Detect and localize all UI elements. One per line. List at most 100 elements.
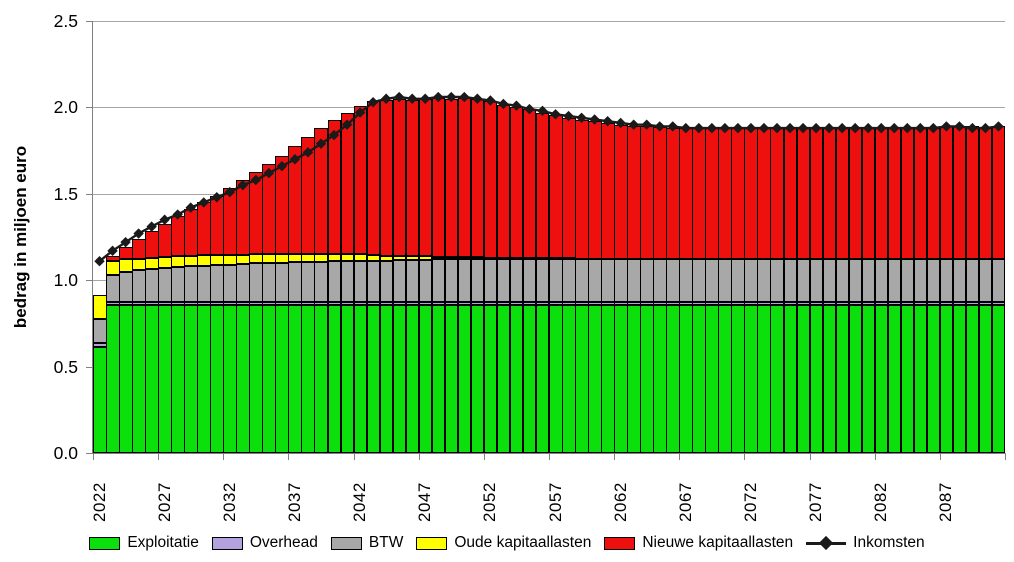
- bar-segment-overhead: [991, 301, 1006, 306]
- x-tick-mark: [679, 454, 681, 460]
- diamond-marker-icon: [706, 122, 718, 134]
- x-tick-mark: [288, 454, 290, 460]
- diamond-marker-icon: [941, 121, 952, 132]
- diamond-marker-icon: [980, 122, 991, 134]
- y-tick-mark: [86, 194, 93, 195]
- diamond-marker-icon: [146, 221, 157, 232]
- x-tick-label: 2022: [89, 482, 109, 522]
- x-tick-mark: [158, 454, 160, 460]
- x-tick-label: 2067: [675, 482, 695, 522]
- x-tick-mark: [93, 454, 94, 460]
- legend-item-btw: BTW: [330, 534, 404, 552]
- diamond-marker-icon: [615, 117, 626, 129]
- nieuwe-kapitaallasten-swatch-icon: [604, 536, 636, 550]
- diamond-marker-icon: [133, 228, 144, 239]
- diamond-marker-icon: [680, 122, 691, 134]
- x-tick-label: 2032: [219, 482, 239, 522]
- x-axis-line: [86, 453, 1006, 454]
- oude-kapitaallasten-swatch-icon: [416, 536, 448, 550]
- diamond-marker-icon: [537, 105, 548, 117]
- diamond-marker-icon: [693, 122, 705, 134]
- y-tick-label: 2.0: [53, 97, 78, 117]
- diamond-marker-icon: [654, 121, 665, 132]
- diamond-marker-icon: [198, 197, 209, 208]
- legend: Exploitatie Overhead BTW Oude kapitaalla…: [0, 534, 1014, 552]
- diamond-marker-icon: [823, 122, 835, 134]
- legend-label: Exploitatie: [127, 534, 199, 551]
- diamond-marker-icon: [993, 121, 1004, 132]
- bar-segment-exploitatie: [991, 305, 1006, 453]
- x-tick-label: 2027: [154, 482, 174, 522]
- diamond-marker-icon: [94, 255, 105, 267]
- legend-item-overhead: Overhead: [211, 534, 318, 552]
- x-tick-label: 2047: [415, 482, 435, 522]
- diamond-marker-icon: [889, 122, 900, 134]
- diamond-marker-icon: [915, 122, 926, 134]
- diamond-marker-icon: [836, 122, 848, 134]
- diamond-marker-icon: [719, 122, 731, 134]
- diamond-marker-icon: [589, 114, 600, 125]
- diamond-marker-icon: [120, 236, 131, 248]
- y-tick-label: 1.5: [53, 184, 78, 204]
- diamond-marker-icon: [420, 93, 431, 104]
- diamond-marker-icon: [758, 122, 770, 134]
- diamond-marker-icon: [433, 91, 444, 103]
- bar-segment-btw: [991, 259, 1006, 302]
- diamond-marker-icon: [446, 91, 457, 103]
- x-tick-mark: [418, 454, 420, 460]
- diamond-marker-icon: [159, 214, 170, 225]
- diamond-marker-icon: [771, 122, 783, 134]
- diamond-marker-icon: [628, 119, 639, 130]
- diamond-marker-icon: [302, 147, 314, 158]
- x-tick-mark: [549, 454, 550, 460]
- diamond-marker-icon: [472, 93, 483, 104]
- diamond-marker-icon: [185, 202, 196, 213]
- y-tick-label: 2.5: [53, 11, 78, 31]
- y-tick-mark: [86, 107, 93, 108]
- exploitatie-swatch-icon: [89, 536, 121, 550]
- diamond-marker-icon: [237, 179, 249, 191]
- legend-label: Oude kapitaallasten: [454, 534, 592, 551]
- y-axis-title: bedrag in miljoen euro: [11, 145, 30, 329]
- y-tick-mark: [86, 367, 93, 368]
- diamond-marker-icon: [954, 121, 965, 132]
- diamond-marker-icon: [797, 122, 809, 134]
- diamond-marker-icon: [863, 122, 874, 134]
- diamond-marker-icon: [393, 91, 405, 103]
- diamond-marker-icon: [902, 122, 913, 134]
- y-tick-mark: [86, 280, 93, 281]
- y-tick-label: 1.0: [53, 270, 78, 290]
- legend-item-exploitatie: Exploitatie: [89, 534, 199, 552]
- legend-item-oude-kapitaallasten: Oude kapitaallasten: [416, 534, 591, 552]
- y-axis-line: [92, 21, 93, 454]
- diamond-marker-icon: [849, 122, 861, 134]
- diamond-marker-icon: [354, 107, 366, 118]
- gridline: [93, 107, 1005, 108]
- legend-label: Overhead: [249, 534, 318, 551]
- diamond-marker-icon: [328, 129, 340, 141]
- diamond-marker-icon: [641, 119, 652, 130]
- diamond-marker-icon: [928, 122, 939, 134]
- btw-swatch-icon: [330, 536, 362, 550]
- diamond-marker-icon: [341, 119, 353, 130]
- diamond-marker-icon: [550, 109, 561, 120]
- x-tick-label: 2037: [284, 482, 304, 522]
- y-tick-mark: [86, 453, 93, 454]
- diamond-marker-icon: [967, 122, 978, 134]
- diamond-marker-icon: [172, 209, 183, 220]
- diamond-marker-icon: [784, 122, 796, 134]
- diamond-marker-icon: [576, 112, 587, 123]
- x-tick-mark: [744, 454, 746, 460]
- diamond-marker-icon: [732, 122, 744, 134]
- diamond-marker-icon: [250, 174, 262, 186]
- diamond-marker-icon: [224, 186, 235, 198]
- legend-label: BTW: [368, 534, 404, 551]
- x-tick-label: 2082: [871, 482, 891, 522]
- legend-label: Nieuwe kapitaallasten: [642, 534, 794, 551]
- diamond-marker-icon: [524, 103, 535, 115]
- diamond-marker-icon: [819, 535, 834, 550]
- x-tick-label: 2072: [740, 482, 760, 522]
- legend-item-nieuwe-kapitaallasten: Nieuwe kapitaallasten: [604, 534, 793, 552]
- y-tick-label: 0.5: [53, 357, 78, 377]
